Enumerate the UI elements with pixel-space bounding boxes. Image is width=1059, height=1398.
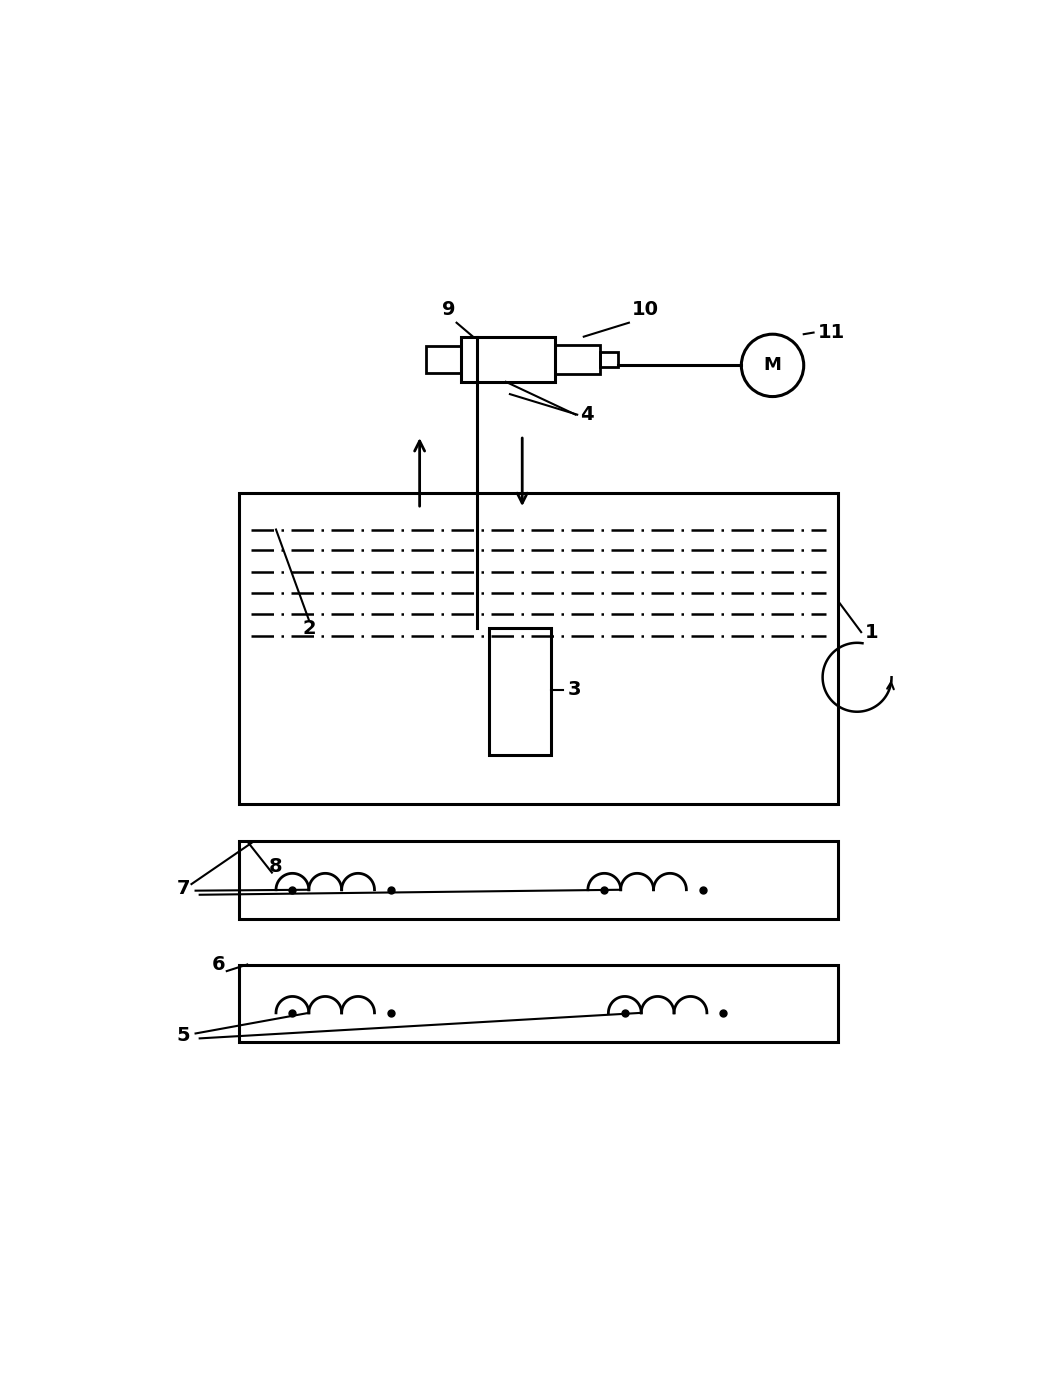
Text: 2: 2 xyxy=(302,618,316,637)
Text: 6: 6 xyxy=(212,955,226,974)
FancyBboxPatch shape xyxy=(489,628,551,755)
Text: M: M xyxy=(764,356,782,375)
Text: 10: 10 xyxy=(632,299,659,319)
Text: 8: 8 xyxy=(269,857,283,875)
Text: 7: 7 xyxy=(177,879,190,898)
Text: 5: 5 xyxy=(177,1026,190,1046)
Text: 3: 3 xyxy=(568,679,580,699)
Text: 11: 11 xyxy=(818,323,845,343)
Text: 4: 4 xyxy=(579,405,593,424)
Text: 1: 1 xyxy=(865,622,879,642)
Text: 9: 9 xyxy=(442,299,455,319)
